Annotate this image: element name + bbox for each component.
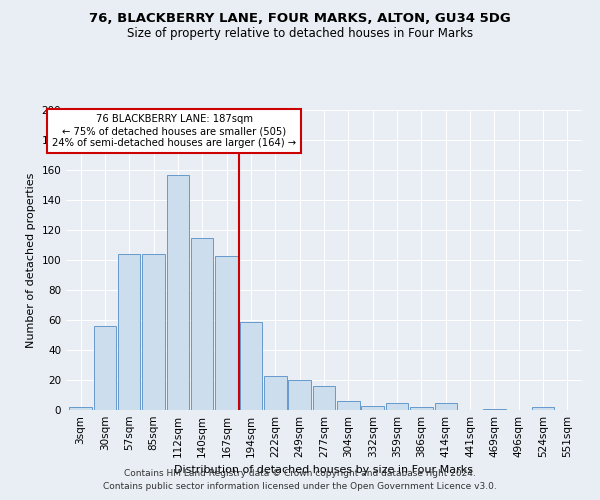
- Bar: [142, 254, 165, 410]
- Bar: [337, 401, 359, 410]
- Bar: [240, 322, 262, 410]
- Bar: [191, 238, 214, 410]
- Bar: [434, 402, 457, 410]
- Y-axis label: Number of detached properties: Number of detached properties: [26, 172, 36, 348]
- Bar: [167, 174, 189, 410]
- Bar: [386, 402, 408, 410]
- Text: 76 BLACKBERRY LANE: 187sqm
← 75% of detached houses are smaller (505)
24% of sem: 76 BLACKBERRY LANE: 187sqm ← 75% of deta…: [52, 114, 296, 148]
- Bar: [70, 407, 92, 410]
- Text: 76, BLACKBERRY LANE, FOUR MARKS, ALTON, GU34 5DG: 76, BLACKBERRY LANE, FOUR MARKS, ALTON, …: [89, 12, 511, 26]
- Bar: [361, 406, 384, 410]
- Text: Contains public sector information licensed under the Open Government Licence v3: Contains public sector information licen…: [103, 482, 497, 491]
- X-axis label: Distribution of detached houses by size in Four Marks: Distribution of detached houses by size …: [175, 466, 473, 475]
- Bar: [483, 408, 506, 410]
- Bar: [410, 407, 433, 410]
- Bar: [264, 376, 287, 410]
- Bar: [289, 380, 311, 410]
- Bar: [215, 256, 238, 410]
- Bar: [94, 326, 116, 410]
- Text: Size of property relative to detached houses in Four Marks: Size of property relative to detached ho…: [127, 28, 473, 40]
- Bar: [532, 407, 554, 410]
- Text: Contains HM Land Registry data © Crown copyright and database right 2024.: Contains HM Land Registry data © Crown c…: [124, 468, 476, 477]
- Bar: [313, 386, 335, 410]
- Bar: [118, 254, 140, 410]
